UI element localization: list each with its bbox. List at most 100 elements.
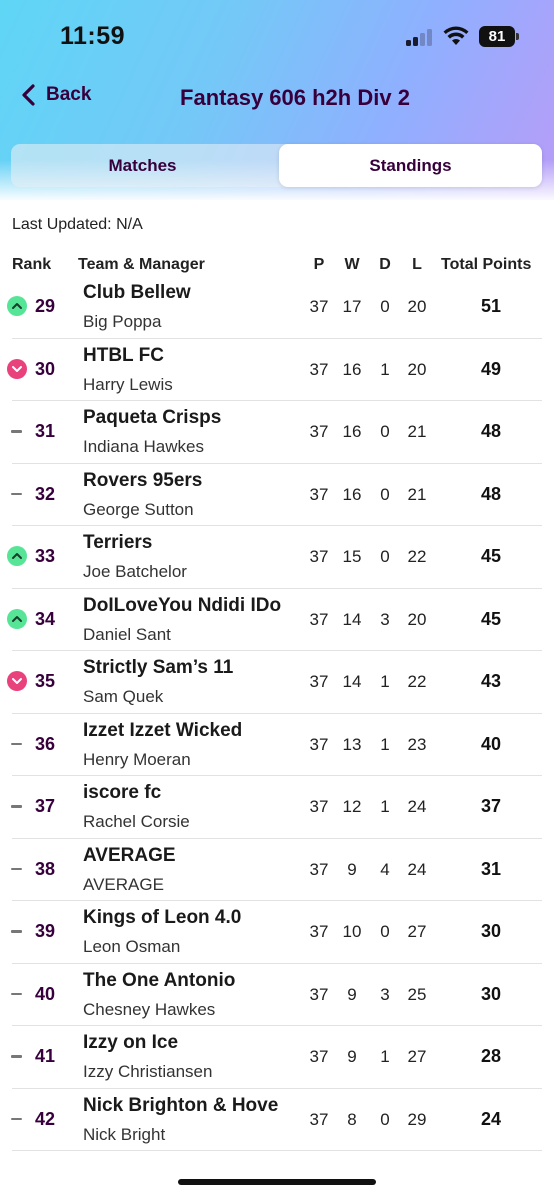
team-name: Strictly Sam’s 11	[83, 657, 234, 678]
table-row[interactable]: 30 HTBL FC Harry Lewis 37 16 1 20 49	[0, 339, 554, 402]
team-name: AVERAGE	[83, 844, 176, 866]
drawn-value: 0	[380, 547, 390, 566]
back-button[interactable]: Back	[20, 84, 91, 106]
lost-value: 25	[407, 984, 427, 1004]
back-label: Back	[46, 84, 92, 105]
team-name: Rovers 95ers	[83, 469, 203, 491]
total-points-value: 30	[480, 921, 502, 941]
total-points-value: 45	[480, 608, 502, 629]
won-value: 17	[342, 297, 362, 316]
drawn-value: 1	[380, 734, 390, 754]
drawn-value: 1	[380, 359, 390, 379]
table-row[interactable]: 32 Rovers 95ers George Sutton 37 16 0 21 48	[0, 464, 554, 527]
rank-number: 40	[35, 983, 56, 1004]
total-points-value: 49	[480, 358, 502, 379]
rank-number: 31	[35, 421, 56, 441]
rank-number: 41	[35, 1046, 56, 1066]
rank-down-icon	[7, 671, 27, 691]
total-points-value: 37	[480, 796, 502, 816]
total-points-value: 40	[480, 733, 502, 754]
total-points-value: 43	[480, 671, 502, 691]
team-name: The One Antonio	[83, 969, 236, 991]
won-value: 13	[342, 734, 362, 754]
table-row[interactable]: 29 Club Bellew Big Poppa 37 17 0 20 51	[0, 276, 554, 339]
manager-name: Leon Osman	[83, 937, 181, 956]
home-indicator	[178, 1179, 376, 1185]
rank-unchanged-icon	[11, 1117, 22, 1120]
lost-value: 23	[407, 734, 427, 754]
status-bar: 11:59 81	[0, 0, 554, 70]
rank-unchanged-icon	[11, 430, 22, 433]
rank-unchanged-icon	[11, 1055, 22, 1058]
won-value: 9	[347, 1047, 357, 1066]
rank-number: 29	[35, 296, 56, 316]
won-value: 16	[342, 422, 362, 441]
table-row[interactable]: 33 Terriers Joe Batchelor 37 15 0 22 45	[0, 526, 554, 589]
drawn-value: 1	[380, 672, 390, 691]
team-name: Nick Brighton & Hove	[83, 1094, 279, 1116]
lost-value: 21	[407, 484, 427, 504]
table-row[interactable]: 34 DoILoveYou Ndidi IDo Daniel Sant 37 14 3 20…	[0, 589, 554, 652]
rank-number: 35	[35, 671, 56, 691]
rank-number: 32	[35, 483, 56, 504]
segmented-control: Matches Standings	[11, 144, 542, 187]
total-points-value: 45	[480, 546, 502, 566]
won-value: 14	[342, 609, 362, 629]
manager-name: Harry Lewis	[83, 374, 173, 394]
table-row[interactable]: 41 Izzy on Ice Izzy Christiansen 37 9 1 27 28	[0, 1026, 554, 1089]
team-name: Paqueta Crisps	[83, 407, 222, 428]
rank-unchanged-icon	[11, 492, 22, 495]
table-row[interactable]: 35 Strictly Sam’s 11 Sam Quek 37 14 1 22 43	[0, 651, 554, 714]
rank-number: 36	[35, 733, 56, 754]
status-time: 11:59	[60, 22, 126, 50]
won-value: 14	[342, 672, 362, 691]
manager-name: Big Poppa	[83, 312, 162, 331]
battery-icon: 81	[479, 26, 519, 47]
drawn-value: 3	[380, 984, 390, 1004]
won-value: 16	[342, 484, 362, 504]
column-header-d: D	[379, 256, 391, 273]
chevron-left-icon	[22, 84, 35, 106]
manager-name: Izzy Christiansen	[83, 1062, 213, 1081]
drawn-value: 0	[380, 297, 390, 316]
total-points-value: 30	[480, 983, 502, 1004]
drawn-value: 0	[380, 1109, 390, 1129]
lost-value: 20	[407, 297, 427, 316]
column-header-team: Team & Manager	[78, 256, 205, 273]
rank-up-icon	[7, 546, 27, 566]
cellular-signal-icon	[406, 29, 434, 46]
manager-name: Joe Batchelor	[83, 562, 187, 581]
table-row[interactable]: 39 Kings of Leon 4.0 Leon Osman 37 10 0 27 30	[0, 901, 554, 964]
total-points-value: 51	[480, 296, 502, 316]
table-row[interactable]: 36 Izzet Izzet Wicked Henry Moeran 37 13 1 23 4…	[0, 714, 554, 777]
wifi-icon	[443, 26, 469, 45]
drawn-value: 4	[380, 859, 390, 879]
team-name: Izzet Izzet Wicked	[83, 719, 243, 741]
drawn-value: 1	[380, 797, 390, 816]
rank-number: 34	[35, 608, 56, 629]
total-points-value: 48	[480, 421, 502, 441]
rank-number: 30	[35, 358, 56, 379]
total-points-value: 28	[480, 1046, 502, 1066]
rank-number: 33	[35, 546, 56, 566]
drawn-value: 0	[380, 422, 390, 441]
total-points-value: 31	[480, 858, 502, 879]
lost-value: 29	[407, 1109, 427, 1129]
rank-unchanged-icon	[11, 742, 22, 745]
table-row[interactable]: 38 AVERAGE AVERAGE 37 9 4 24 31	[0, 839, 554, 902]
won-value: 10	[342, 922, 362, 941]
won-value: 16	[342, 359, 362, 379]
tab-standings[interactable]: Standings	[279, 144, 542, 187]
played-value: 37	[309, 1047, 329, 1066]
table-row[interactable]: 42 Nick Brighton & Hove Nick Bright 37 8 0 29 2…	[0, 1089, 554, 1152]
won-value: 9	[347, 859, 357, 879]
table-row[interactable]: 37 iscore fc Rachel Corsie 37 12 1 24 37	[0, 776, 554, 839]
table-row[interactable]: 40 The One Antonio Chesney Hawkes 37 9 3 25 30	[0, 964, 554, 1027]
played-value: 37	[309, 734, 329, 754]
won-value: 8	[347, 1109, 357, 1129]
tab-matches[interactable]: Matches	[108, 156, 177, 175]
rank-number: 42	[35, 1108, 56, 1129]
column-header-w: W	[344, 256, 360, 273]
table-row[interactable]: 31 Paqueta Crisps Indiana Hawkes 37 16 0 21 48	[0, 401, 554, 464]
manager-name: Rachel Corsie	[83, 812, 190, 831]
